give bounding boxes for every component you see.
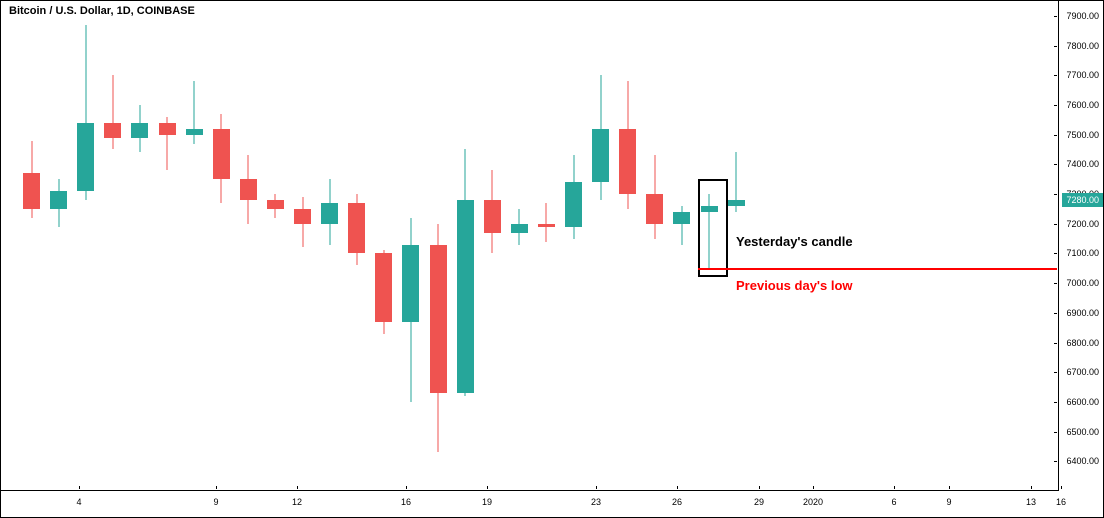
candle[interactable] [457,1,474,491]
candle[interactable] [23,1,40,491]
candle[interactable] [619,1,636,491]
previous-low-line [698,268,1057,270]
annotation-box [698,179,728,277]
x-tick-label: 16 [401,497,411,507]
x-axis: 491216192326292020691316 [1,489,1059,517]
candle[interactable] [321,1,338,491]
y-tick-label: 6400.00 [1066,456,1099,466]
candle[interactable] [213,1,230,491]
x-tick-label: 4 [76,497,81,507]
candle[interactable] [430,1,447,491]
x-tick-label: 16 [1056,497,1066,507]
yesterday-candle-label: Yesterday's candle [736,234,853,249]
y-tick-label: 7900.00 [1066,11,1099,21]
candle[interactable] [131,1,148,491]
y-tick-label: 6500.00 [1066,427,1099,437]
y-tick-label: 7700.00 [1066,70,1099,80]
y-tick-label: 6600.00 [1066,397,1099,407]
candle[interactable] [375,1,392,491]
x-tick-label: 29 [754,497,764,507]
chart-container: Bitcoin / U.S. Dollar, 1D, COINBASE Yest… [0,0,1104,518]
y-axis: 7900.00 7800.00 7700.00 7600.00 7500.00 7400.… [1057,1,1103,491]
x-tick-label: 13 [1026,497,1036,507]
candle[interactable] [186,1,203,491]
y-tick-label: 6700.00 [1066,367,1099,377]
y-tick-label: 7400.00 [1066,159,1099,169]
candle[interactable] [240,1,257,491]
candle[interactable] [646,1,663,491]
x-tick-label: 12 [292,497,302,507]
x-tick-label: 6 [891,497,896,507]
x-tick-label: 23 [591,497,601,507]
x-tick-label: 9 [213,497,218,507]
candle[interactable] [565,1,582,491]
candle[interactable] [402,1,419,491]
y-tick-label: 7100.00 [1066,248,1099,258]
candle[interactable] [77,1,94,491]
candle[interactable] [159,1,176,491]
candle[interactable] [50,1,67,491]
y-tick-label: 6900.00 [1066,308,1099,318]
candle[interactable] [484,1,501,491]
y-tick-label: 7800.00 [1066,41,1099,51]
x-tick-label: 19 [482,497,492,507]
y-tick-label: 7200.00 [1066,219,1099,229]
x-tick-label: 9 [946,497,951,507]
candle[interactable] [294,1,311,491]
candle[interactable] [267,1,284,491]
candle[interactable] [592,1,609,491]
y-tick-label: 7000.00 [1066,278,1099,288]
y-tick-label: 7600.00 [1066,100,1099,110]
x-tick-label: 2020 [803,497,823,507]
candle[interactable] [348,1,365,491]
candle[interactable] [538,1,555,491]
candle[interactable] [673,1,690,491]
current-price-badge: 7280.00 [1062,193,1103,207]
y-tick-label: 7500.00 [1066,130,1099,140]
y-tick-label: 6800.00 [1066,338,1099,348]
previous-low-label: Previous day's low [736,278,853,293]
x-tick-label: 26 [672,497,682,507]
candle[interactable] [104,1,121,491]
candle[interactable] [511,1,528,491]
plot-area[interactable]: Yesterday's candle Previous day's low [1,1,1059,491]
